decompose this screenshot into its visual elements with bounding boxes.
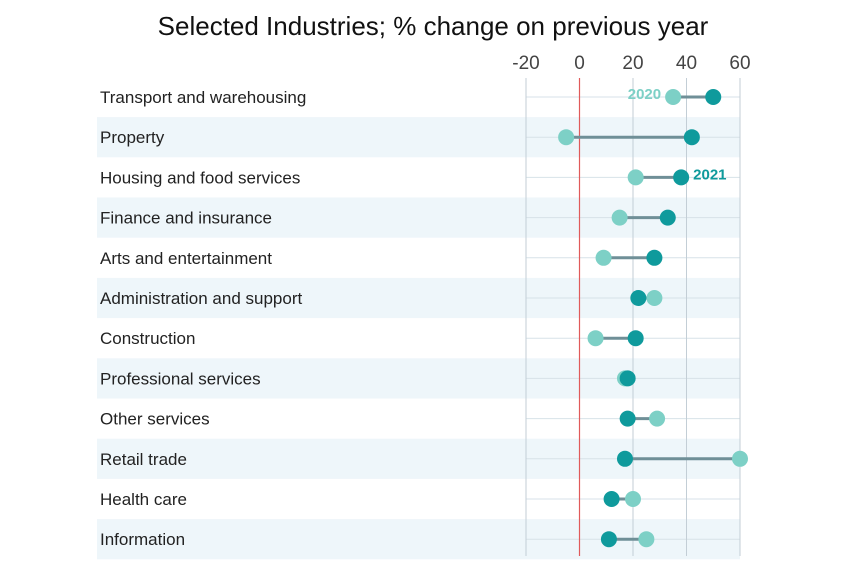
point-2021: [673, 169, 690, 186]
point-2021: [603, 491, 620, 507]
category-label: Administration and support: [100, 289, 303, 308]
category-label: Arts and entertainment: [100, 249, 272, 268]
point-2021: [619, 370, 636, 387]
point-2020: [649, 410, 666, 427]
category-label: Other services: [100, 410, 210, 429]
series-label-2021: 2021: [693, 166, 726, 183]
category-label: Housing and food services: [100, 168, 300, 187]
data-points: [558, 89, 748, 548]
point-2021: [683, 129, 700, 146]
point-2021: [600, 531, 617, 548]
point-2020: [665, 89, 682, 105]
point-2021: [616, 450, 633, 467]
point-2020: [646, 290, 663, 306]
x-tick-label: 0: [574, 53, 585, 74]
x-tick-label: 60: [729, 53, 750, 74]
series-label-2020: 2020: [628, 86, 661, 103]
point-2020: [625, 491, 641, 507]
category-label: Construction: [100, 329, 195, 348]
category-label: Retail trade: [100, 450, 187, 469]
point-2020: [587, 330, 604, 347]
x-tick-label: 40: [676, 53, 697, 74]
category-labels: Transport and warehousing Property Housing…: [100, 88, 306, 549]
point-2020: [638, 531, 655, 548]
x-axis-ticks: -20 0 20 40 60: [512, 53, 750, 74]
category-label: Information: [100, 530, 185, 549]
x-tick-label: 20: [622, 53, 643, 74]
point-2020: [732, 450, 748, 467]
category-label: Health care: [100, 490, 187, 509]
point-2020: [558, 129, 575, 146]
chart-title: Selected Industries; % change on previou…: [158, 11, 709, 41]
point-2020: [595, 249, 612, 266]
point-2020: [611, 209, 628, 226]
point-2021: [630, 290, 647, 306]
point-2021: [705, 89, 722, 105]
x-tick-label: -20: [512, 53, 539, 74]
point-2021: [659, 209, 676, 226]
category-label: Professional services: [100, 369, 261, 388]
point-2021: [619, 410, 636, 427]
point-2021: [627, 330, 644, 347]
category-label: Finance and insurance: [100, 209, 272, 228]
point-2020: [627, 169, 644, 186]
point-2021: [646, 249, 663, 266]
category-label: Property: [100, 128, 165, 147]
category-label: Transport and warehousing: [100, 88, 306, 107]
